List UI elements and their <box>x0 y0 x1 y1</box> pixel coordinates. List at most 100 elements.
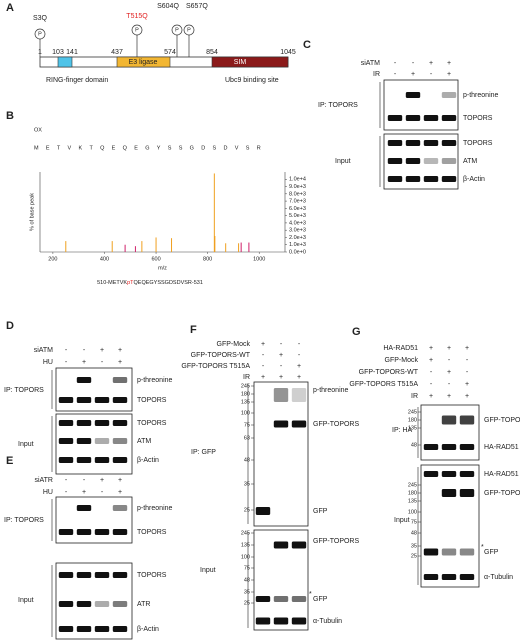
x-tick-label: 400 <box>100 256 109 262</box>
y2-tick-label: 9.0e+3 <box>289 184 306 190</box>
band <box>423 444 439 450</box>
peak <box>155 237 157 252</box>
site-label: S657Q <box>186 3 208 10</box>
marker-label: 135 <box>241 399 250 405</box>
condition-sign: - <box>448 381 451 388</box>
peak <box>248 242 250 252</box>
marker-label: 48 <box>244 577 250 583</box>
band-label: ATM <box>463 158 477 165</box>
marker-label: 100 <box>241 554 250 560</box>
condition-sign: - <box>280 341 283 348</box>
condition-sign: - <box>394 60 397 67</box>
band <box>58 601 74 607</box>
marker-label: 25 <box>244 600 250 606</box>
band <box>423 115 439 121</box>
peak <box>238 243 240 252</box>
condition-sign: + <box>118 477 122 484</box>
band <box>112 505 128 511</box>
band <box>441 471 457 477</box>
peak <box>240 242 242 252</box>
band <box>423 471 439 477</box>
position-label: 141 <box>66 49 78 56</box>
ring-domain <box>57 56 73 68</box>
condition-sign: + <box>261 374 265 381</box>
band <box>76 529 92 535</box>
band <box>441 92 457 98</box>
band <box>76 457 92 463</box>
band-label: α-Tubulin <box>484 574 513 581</box>
band <box>441 444 457 450</box>
marker-label: 35 <box>244 589 250 595</box>
marker-label: 48 <box>411 442 417 448</box>
marker-label: 245 <box>408 409 417 415</box>
band <box>76 420 92 426</box>
band <box>291 420 307 428</box>
blot-box <box>253 381 309 527</box>
band <box>459 471 475 477</box>
condition-sign: + <box>447 369 451 376</box>
phospho-circle <box>34 28 46 40</box>
peak <box>213 173 215 252</box>
band <box>441 115 457 121</box>
band <box>459 444 475 450</box>
band <box>112 601 128 607</box>
phospho-symbol: P <box>175 27 179 33</box>
peak <box>171 238 173 252</box>
group-label: IP: TOPORS <box>4 387 44 394</box>
band-label: TOPORS <box>137 572 167 579</box>
peak <box>141 241 143 252</box>
domain-label: SIM <box>234 59 247 66</box>
phospho-circle <box>171 24 183 36</box>
annotation: RING-finger domain <box>46 77 108 84</box>
condition-sign: - <box>430 369 433 376</box>
band-label: ATM <box>137 438 151 445</box>
condition-sign: + <box>447 393 451 400</box>
phospho-circle <box>183 24 195 36</box>
panel-label: D <box>6 320 14 332</box>
condition-sign: - <box>65 359 68 366</box>
band <box>76 438 92 444</box>
y2-tick-label: 1.0e+3 <box>289 242 306 248</box>
asterisk: * <box>309 591 312 598</box>
condition-sign: + <box>297 374 301 381</box>
condition-sign: - <box>262 352 265 359</box>
condition-label: GFP-TOPORS-WT <box>191 352 251 359</box>
band <box>273 388 289 402</box>
band-label: GFP-TOPORS <box>313 421 359 428</box>
marker-label: 48 <box>244 457 250 463</box>
e3-domain <box>116 56 171 68</box>
band <box>441 415 457 425</box>
marker-label: 75 <box>244 565 250 571</box>
band-label: β-Actin <box>137 457 159 464</box>
condition-sign: + <box>118 347 122 354</box>
band <box>441 140 457 146</box>
y2-tick-label: 0.0e+0 <box>289 249 306 255</box>
group-label: IP: HA <box>392 427 413 434</box>
y2-tick-label: 1.0e+4 <box>289 177 306 183</box>
band <box>112 529 128 535</box>
condition-sign: + <box>429 345 433 352</box>
position-label: 103 <box>52 49 64 56</box>
band <box>58 420 74 426</box>
marker-label: 100 <box>241 410 250 416</box>
band <box>273 596 289 602</box>
condition-sign: + <box>100 477 104 484</box>
band-label: β-Actin <box>137 626 159 633</box>
peak <box>214 236 216 252</box>
condition-sign: + <box>429 357 433 364</box>
band <box>423 548 439 556</box>
band-label: p-threonine <box>137 377 173 384</box>
blot-box <box>383 79 459 131</box>
condition-label: GFP-TOPORS T515A <box>181 363 250 370</box>
group-label: Input <box>335 158 351 165</box>
asterisk: * <box>481 544 484 551</box>
condition-sign: + <box>465 345 469 352</box>
band <box>112 420 128 426</box>
y2-tick-label: 6.0e+3 <box>289 206 306 212</box>
marker-label: 75 <box>411 519 417 525</box>
panel-label: C <box>303 39 311 51</box>
condition-label: HU <box>43 359 53 366</box>
band-label: HA-RAD51 <box>484 471 519 478</box>
condition-label: GFP-Mock <box>217 341 251 348</box>
